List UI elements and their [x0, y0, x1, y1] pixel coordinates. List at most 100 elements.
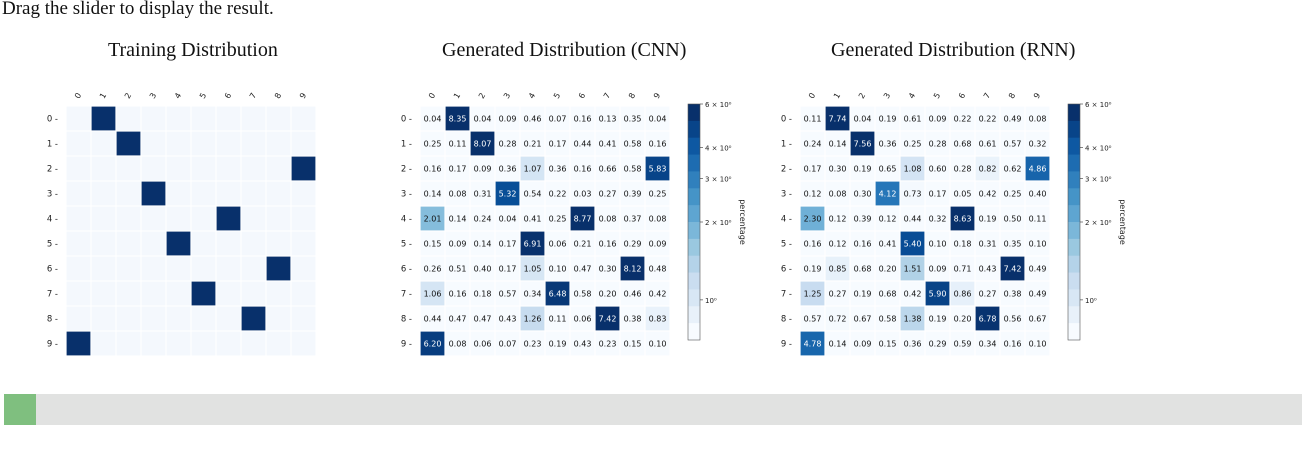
colorbar-segment [688, 104, 700, 122]
col-tick-label: 4 [527, 91, 537, 100]
heatmap-cell [266, 206, 291, 231]
cell-value-label: 0.27 [829, 290, 847, 299]
heatmap-cell [470, 231, 495, 256]
cell-value-label: 0.09 [474, 165, 492, 174]
cell-value-label: 4.86 [1029, 165, 1047, 174]
cell-value-label: 6.48 [549, 290, 567, 299]
cell-value-label: 0.62 [1004, 165, 1022, 174]
heatmap-cell [141, 106, 166, 131]
colorbar-label: percentage [738, 199, 747, 245]
heatmap-cell [141, 256, 166, 281]
cell-value-label: 0.29 [624, 240, 642, 249]
cell-value-label: 1.08 [904, 165, 922, 174]
colorbar-segment [688, 154, 700, 172]
heatmap-cell [900, 181, 925, 206]
cell-value-label: 0.38 [624, 315, 642, 324]
cell-value-label: 0.46 [524, 115, 542, 124]
heatmap-cell [950, 231, 975, 256]
heatmap-cell [595, 206, 620, 231]
heatmap-cell [266, 131, 291, 156]
heatmap-cell [66, 256, 91, 281]
row-tick-label: 4 - [47, 215, 58, 225]
heatmap-cell [570, 156, 595, 181]
heatmap-cell [470, 256, 495, 281]
cell-value-label: 0.47 [474, 315, 492, 324]
heatmap-cell [266, 331, 291, 356]
row-tick-label: 0 - [781, 115, 792, 125]
cell-value-label: 0.48 [649, 265, 667, 274]
heatmap-cell [825, 256, 850, 281]
cell-value-label: 0.12 [829, 215, 847, 224]
cell-value-label: 0.25 [904, 140, 922, 149]
cell-value-label: 0.21 [574, 240, 592, 249]
cell-value-label: 0.54 [524, 190, 542, 199]
cell-value-label: 0.36 [879, 140, 897, 149]
cell-value-label: 0.03 [574, 190, 592, 199]
heatmap-cell [545, 231, 570, 256]
col-tick-label: 2 [477, 91, 487, 100]
colorbar-segment [1068, 306, 1080, 324]
heatmap-cell [91, 281, 116, 306]
cell-value-label: 0.11 [1029, 215, 1047, 224]
cell-value-label: 0.42 [904, 290, 922, 299]
colorbar-segment [688, 222, 700, 240]
heatmap-cell [975, 206, 1000, 231]
heatmap-cell [470, 106, 495, 131]
col-tick-label: 9 [1032, 91, 1042, 100]
cell-value-label: 0.39 [854, 215, 872, 224]
heatmap-cell [875, 231, 900, 256]
heatmap-cell [1000, 106, 1025, 131]
heatmap-cell [520, 181, 545, 206]
cell-value-label: 0.16 [649, 140, 667, 149]
heatmap-cell [166, 306, 191, 331]
row-tick-label: 3 - [47, 190, 58, 200]
heatmap-cell [141, 306, 166, 331]
heatmap-cell [900, 281, 925, 306]
row-tick-label: 1 - [781, 140, 792, 150]
heatmap-cell [645, 256, 670, 281]
col-tick-label: 0 [73, 91, 83, 100]
heatmap-cell [975, 106, 1000, 131]
cell-value-label: 0.42 [979, 190, 997, 199]
cell-value-label: 0.29 [929, 340, 947, 349]
row-tick-label: 8 - [781, 315, 792, 325]
heatmap-cell [950, 181, 975, 206]
heatmap-cell [875, 206, 900, 231]
cell-value-label: 0.35 [1004, 240, 1022, 249]
cell-value-label: 0.12 [804, 190, 822, 199]
heatmap-cell [520, 306, 545, 331]
heatmap-cell [570, 106, 595, 131]
heatmap-cell [470, 156, 495, 181]
heatmap-cell [645, 181, 670, 206]
cell-value-label: 0.46 [624, 290, 642, 299]
heatmap-cell [495, 131, 520, 156]
cell-value-label: 0.34 [524, 290, 542, 299]
heatmap-cell [595, 331, 620, 356]
cell-value-label: 0.25 [549, 215, 567, 224]
heatmap-cell [445, 306, 470, 331]
cell-value-label: 0.17 [929, 190, 947, 199]
heatmap-cell [800, 306, 825, 331]
cell-value-label: 0.47 [574, 265, 592, 274]
heatmap-cell [166, 181, 191, 206]
colorbar-tick-label: 2 × 10⁰ [705, 219, 732, 227]
heatmap-cell [950, 281, 975, 306]
result-slider[interactable] [4, 394, 1302, 425]
cell-value-label: 0.07 [499, 340, 517, 349]
row-tick-label: 7 - [47, 290, 58, 300]
heatmap-cell [595, 106, 620, 131]
heatmap-cell [850, 281, 875, 306]
heatmap-cell [620, 331, 645, 356]
heatmap-cell [900, 156, 925, 181]
slider-handle[interactable] [4, 394, 36, 425]
rnn-heatmap: 0 1 2 3 4 5 6 7 8 9 0 - 1 - 2 - 3 - 4 - 5 - 6 - 7 - 8 - 9 -… [781, 91, 1127, 356]
cell-value-label: 0.50 [1004, 215, 1022, 224]
cell-value-label: 4.12 [879, 190, 897, 199]
heatmap-cell [850, 331, 875, 356]
cell-value-label: 0.28 [954, 165, 972, 174]
cell-value-label: 0.16 [449, 290, 467, 299]
heatmap-cell [66, 206, 91, 231]
cell-value-label: 0.08 [1029, 115, 1047, 124]
heatmap-cell [1000, 231, 1025, 256]
colorbar-segment [688, 205, 700, 223]
